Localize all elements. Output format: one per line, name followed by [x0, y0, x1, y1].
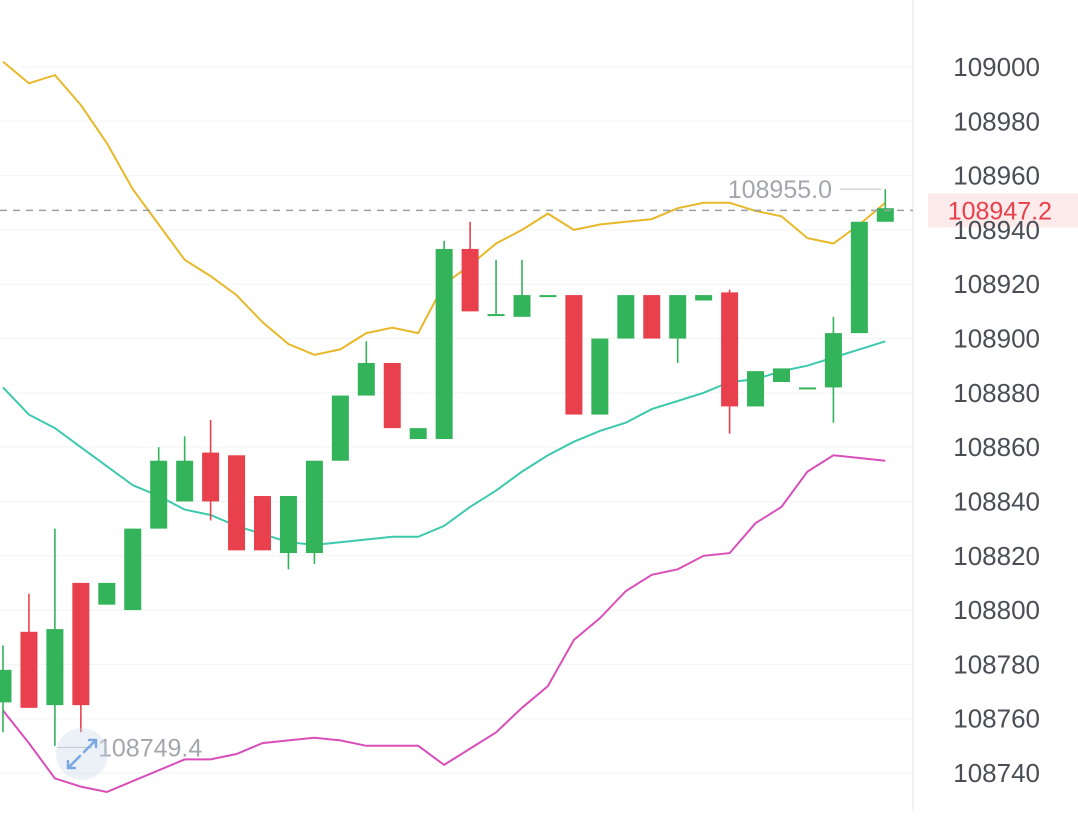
- candle-body: [305, 460, 323, 554]
- indicator-line: [2, 454, 886, 794]
- candle-body: [721, 292, 739, 407]
- candle-body: [850, 221, 868, 334]
- candle-body: [695, 295, 713, 301]
- candle-body: [150, 460, 168, 529]
- candle-body: [876, 208, 894, 222]
- price-markers: 108947.2 108955.0 108749.4: [0, 176, 1078, 762]
- candle-body: [279, 496, 297, 554]
- candle-body: [383, 362, 401, 429]
- candle-body: [487, 314, 505, 317]
- y-tick-label: 108800: [953, 595, 1040, 625]
- y-tick-label: 108900: [953, 324, 1040, 354]
- candle-body: [357, 362, 375, 396]
- y-tick-label: 108940: [953, 215, 1040, 245]
- candle-body: [254, 496, 271, 551]
- y-tick-label: 108980: [953, 106, 1040, 136]
- candle-body: [773, 368, 790, 382]
- grid-lines: [0, 66, 913, 774]
- y-tick-label: 108960: [953, 161, 1040, 191]
- candle-body: [591, 338, 609, 415]
- candle-body: [565, 295, 583, 415]
- candle-body: [669, 295, 687, 339]
- candle-body: [643, 295, 661, 339]
- y-tick-label: 108780: [953, 649, 1040, 679]
- candle-body: [435, 248, 453, 440]
- candle-body: [409, 428, 427, 440]
- candle-body: [98, 582, 116, 605]
- candle-body: [72, 582, 90, 706]
- y-tick-label: 108860: [953, 432, 1040, 462]
- candle-body: [461, 248, 479, 312]
- low-marker-label: 108749.4: [98, 734, 202, 762]
- candle-body: [331, 395, 349, 461]
- candle-body: [46, 629, 64, 706]
- y-tick-label: 108880: [953, 378, 1040, 408]
- y-tick-label: 108760: [953, 704, 1040, 734]
- candle-body: [0, 669, 12, 703]
- candle-body: [20, 631, 38, 708]
- candle-body: [228, 455, 246, 551]
- expand-arrows-icon: [66, 738, 98, 770]
- candle-body: [798, 387, 816, 390]
- y-tick-label: 108920: [953, 269, 1040, 299]
- y-tick-label: 109000: [953, 52, 1040, 82]
- y-tick-label: 108740: [953, 758, 1040, 788]
- candle-body: [513, 295, 531, 317]
- current-price-label: 108947.2: [948, 197, 1052, 225]
- candle-body: [124, 528, 142, 611]
- indicator-line: [2, 340, 886, 546]
- candle-body: [824, 333, 842, 388]
- y-tick-label: 108820: [953, 541, 1040, 571]
- candle-body: [617, 295, 635, 339]
- candle-body: [539, 295, 557, 298]
- current-price-badge: [928, 193, 1078, 228]
- candle-body: [747, 371, 765, 407]
- y-tick-label: 108840: [953, 486, 1040, 516]
- expand-icon[interactable]: [56, 728, 108, 780]
- candles: [0, 189, 894, 746]
- y-axis: 109000 108980 108960 108940 108920 108900 1088…: [953, 52, 1040, 788]
- high-marker-label: 108955.0: [728, 176, 832, 204]
- candle-body: [202, 452, 220, 502]
- candle-body: [176, 460, 194, 502]
